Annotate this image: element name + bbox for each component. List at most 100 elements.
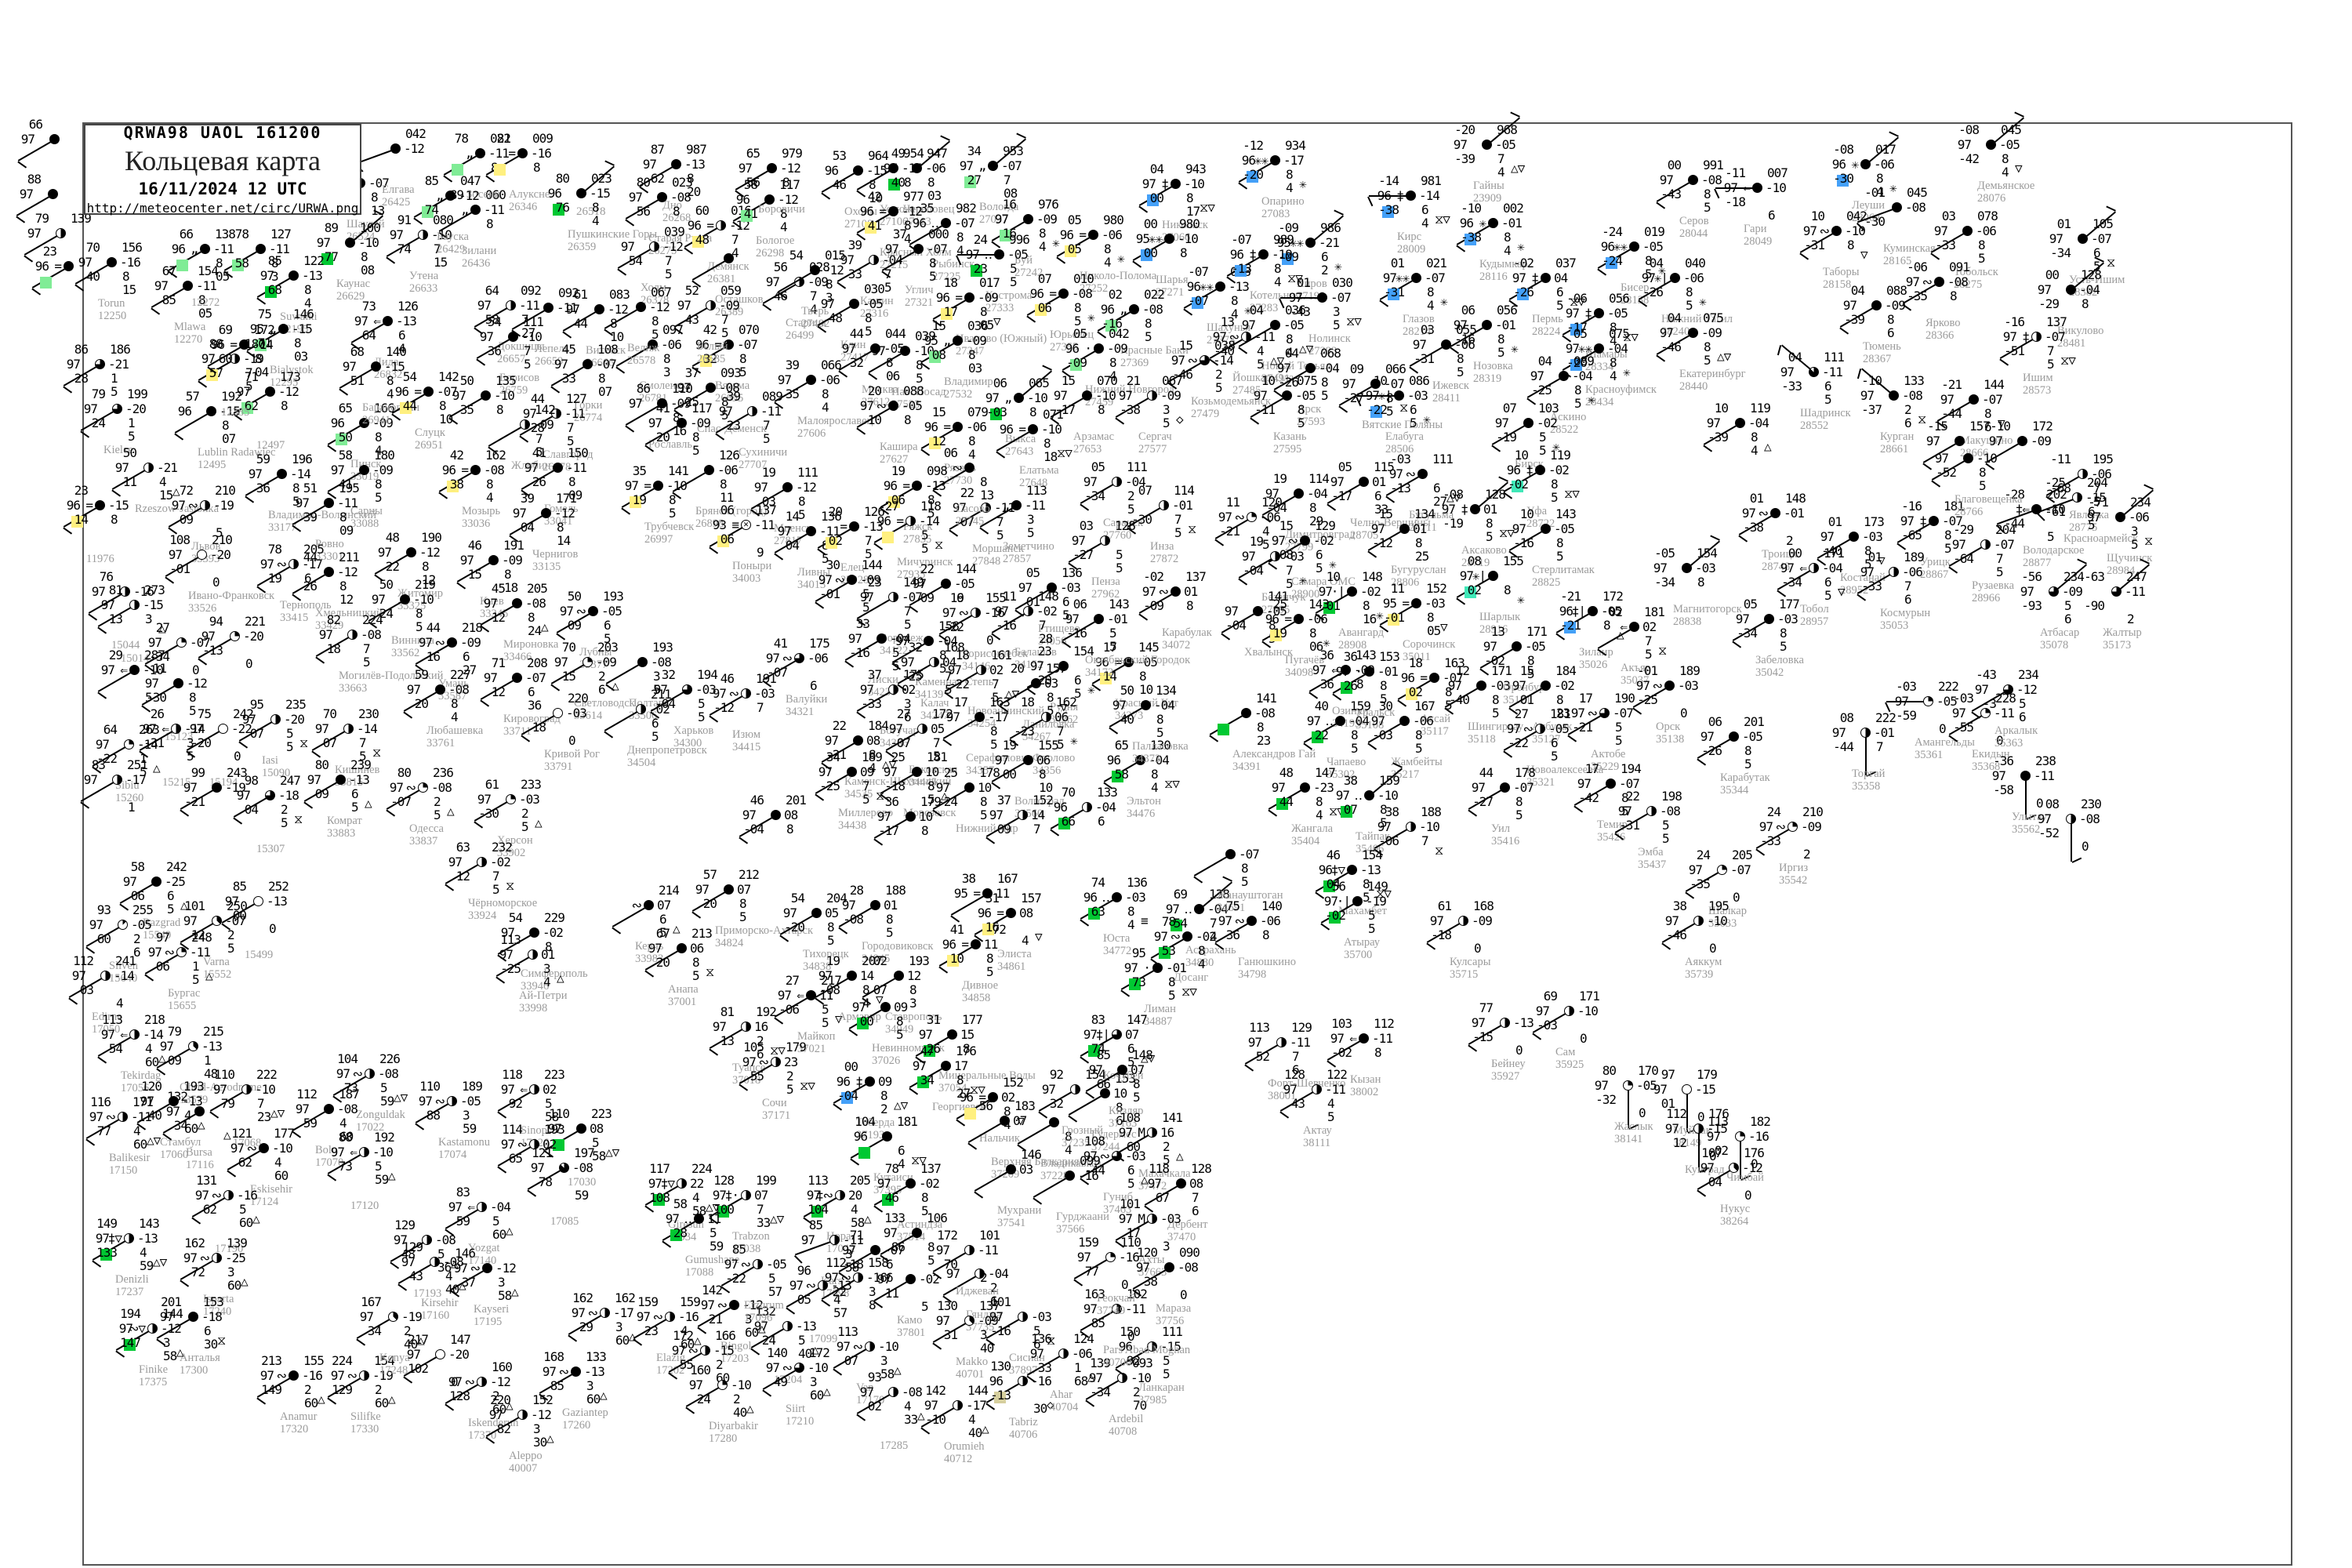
weather-symbol: ∾ (688, 1345, 699, 1357)
extra-value: 4 (1104, 256, 1112, 269)
station-name-label: Konya (379, 1352, 410, 1364)
temperature-value: -21 (1560, 590, 1581, 603)
temperature-value: 58 (673, 1198, 688, 1210)
dewpoint-value: 02 (868, 1400, 882, 1413)
pressure-tendency-value: -03 (1125, 1150, 1146, 1163)
humidity-value: 97 (1958, 139, 1972, 151)
pressure-value: 141 (1162, 1112, 1183, 1124)
station-name-label: Сухиничи (739, 446, 787, 459)
temperature-value: 01 (1828, 516, 1842, 528)
cloud-amount-value: 8 (927, 780, 935, 793)
humidity-value: 97 (1254, 390, 1268, 402)
pressure-value: 177 (962, 1014, 983, 1026)
cloud-cover-icon (1889, 390, 1899, 401)
humidity-value: 97 (1653, 1083, 1668, 1096)
temperature-value: 10 (1515, 449, 1529, 462)
extra-value: 23 (257, 1111, 271, 1123)
weather-symbol: = (644, 480, 652, 492)
temperature-value: -07 (1231, 234, 1252, 246)
aux-weather-symbol: △ (241, 1276, 249, 1288)
extra-value: 0 (1474, 942, 1482, 955)
humidity-value: 97 (1272, 535, 1286, 547)
humidity-value: 97 (101, 599, 115, 612)
temperature-value: 75 (1226, 900, 1240, 913)
pressure-tendency-value: -16 (531, 147, 552, 160)
pressure-value: 143 (1356, 649, 1377, 662)
humidity-value: 97 (523, 408, 537, 420)
cloud-cover-icon (975, 712, 985, 722)
cloud-amount-value: 8 (271, 257, 279, 270)
aux-weather-symbol: ≡ (1141, 915, 1149, 927)
pressure-value: 021 (1426, 257, 1447, 270)
station-id-label: 26657 (497, 353, 525, 365)
station-name-label: Ланкаран (1138, 1381, 1185, 1394)
pressure-tendency-value: -12 (2016, 684, 2038, 696)
cloud-amount-value: 5 (862, 588, 870, 601)
extra-value: 5 (1744, 758, 1752, 771)
temperature-value: 121 (532, 1147, 553, 1160)
dewpoint-value: 85 (550, 1380, 564, 1392)
cloud-cover-icon (724, 884, 734, 895)
station-name-label: Слуцк (415, 426, 445, 439)
station-id-label: 28573 (2023, 384, 2051, 397)
pressure-value: 126 (397, 300, 419, 313)
temperature-value: 128 (713, 1174, 735, 1187)
cloud-cover-icon (741, 1190, 751, 1200)
pressure-tendency-value: -10 (255, 1083, 276, 1096)
cloud-cover-icon (704, 465, 714, 475)
dewpoint-value: 58 (485, 314, 499, 326)
temperature-value: 64 (485, 285, 499, 297)
cloud-amount-value: 8 (1286, 333, 1294, 346)
temperature-value: 05 (1338, 461, 1352, 474)
station-name-label: Эльтон (1127, 795, 1161, 808)
station-name-label: Торгай (1852, 768, 1885, 780)
pressure-value: 009 (532, 132, 554, 145)
station-id-label: 28009 (1397, 243, 1425, 256)
pressure-value: 133 (1904, 375, 1925, 387)
temperature-value: -03 (1953, 692, 1974, 705)
extra-value: 0 (1744, 1189, 1752, 1202)
weather-symbol: ‡ (1919, 515, 1927, 528)
temperature-value: 117 (649, 1163, 670, 1175)
pressure-tendency-value: -11 (1290, 1036, 1311, 1049)
pressure-value: 139 (71, 212, 92, 225)
pressure-tendency-value: -19 (1366, 895, 1387, 908)
station-id-label: 26951 (415, 439, 443, 452)
pressure-tendency-value: -10 (1041, 423, 1062, 436)
station-id-label: 17260 (562, 1419, 590, 1432)
extra-value: 5 (1168, 989, 1176, 1002)
temperature-value: -21 (1941, 379, 1962, 391)
pressure-tendency-value: -04 (882, 254, 903, 267)
pressure-tendency-value: -01 (1166, 962, 1187, 975)
aux-weather-symbol: △ (600, 1389, 608, 1402)
humidity-value: 97 (1083, 1303, 1098, 1316)
dewpoint-value: 48 (829, 312, 843, 325)
weather-symbol: ✳✳ (1200, 281, 1214, 293)
aux-weather-symbol: ✳ (1423, 413, 1431, 426)
pressure-tendency-value: -13 (1229, 281, 1250, 293)
weather-symbol: = (1079, 229, 1087, 241)
dewpoint-value: 55 (750, 1070, 764, 1083)
dewpoint-value: 23 (727, 419, 741, 432)
station-name-label: Зосени (466, 188, 500, 201)
humidity-value: 97 (72, 970, 86, 982)
pressure-value: 188 (1421, 806, 1442, 818)
humidity-value: 96 (1507, 464, 1521, 477)
temperature-value: 37 (893, 228, 907, 241)
dewpoint-value: -33 (1781, 380, 1802, 393)
cloud-cover-icon (849, 521, 859, 532)
humidity-value: 97 (766, 652, 780, 665)
humidity-value: 93 (713, 519, 727, 532)
temperature-value: 140 (767, 1347, 788, 1359)
pressure-tendency-value: 01 (884, 899, 898, 912)
station-name-label: Сорочинск (1403, 638, 1455, 651)
pressure-tendency-value: -06 (661, 339, 682, 351)
cloud-cover-icon (953, 336, 963, 346)
pressure-value: 954 (903, 147, 924, 160)
cloud-cover-icon (1411, 273, 1421, 283)
station-name-label: Анталья (180, 1352, 220, 1364)
aux-weather-symbol: ⧖ (372, 746, 381, 759)
extra-value: 6 (2064, 613, 2072, 626)
cloud-cover-icon (964, 1245, 975, 1255)
temperature-value: 118 (502, 1069, 523, 1081)
